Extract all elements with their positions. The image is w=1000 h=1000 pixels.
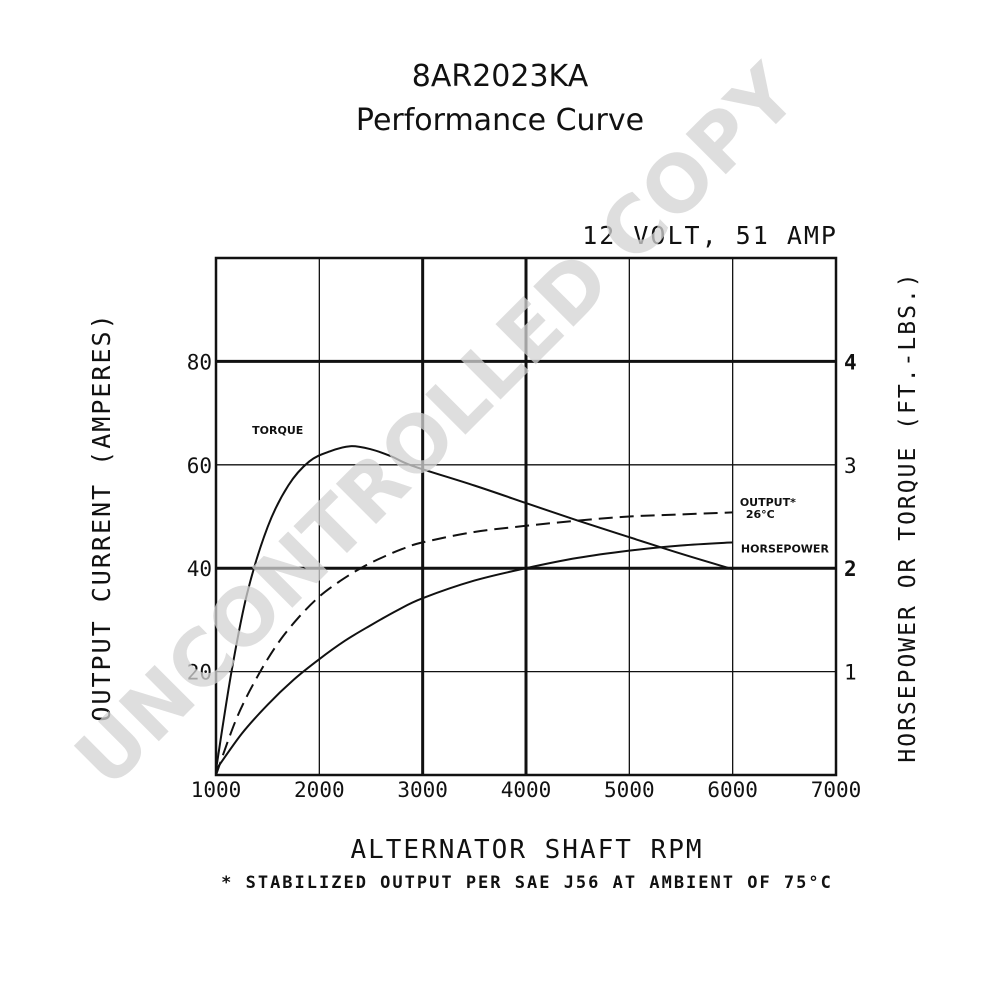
x-tick-label-3000: 3000 bbox=[397, 778, 448, 802]
x-tick-label-5000: 5000 bbox=[604, 778, 655, 802]
series-layer bbox=[215, 445, 733, 776]
y2-tick-label-3: 3 bbox=[844, 454, 857, 478]
tick-layer: 1000 2000 3000 4000 5000 6000 7000 20 40 60 80 1 2 3 4 bbox=[187, 350, 862, 802]
y2-tick-label-2: 2 bbox=[844, 557, 857, 581]
chart-title: 8AR2023KA bbox=[412, 59, 589, 94]
series-labels: TORQUE OUTPUT*26°C HORSEPOWER bbox=[252, 424, 829, 556]
rating-label: 12 VOLT, 51 AMP bbox=[582, 221, 838, 250]
x-tick-label-1000: 1000 bbox=[191, 778, 242, 802]
x-tick-label-6000: 6000 bbox=[707, 778, 758, 802]
series-line-output-26-c bbox=[215, 511, 733, 776]
y2-tick-label-1: 1 bbox=[844, 661, 857, 685]
x-tick-label-7000: 7000 bbox=[811, 778, 862, 802]
y-tick-label-40: 40 bbox=[187, 557, 212, 581]
series-label-torque: TORQUE bbox=[252, 424, 303, 437]
x-tick-label-2000: 2000 bbox=[294, 778, 345, 802]
y-tick-label-80: 80 bbox=[187, 350, 212, 374]
y-tick-label-60: 60 bbox=[187, 454, 212, 478]
y-tick-label-20: 20 bbox=[187, 661, 212, 685]
watermark: UNCONTROLLED COPY bbox=[59, 48, 816, 805]
y-axis-label: OUTPUT CURRENT (AMPERES) bbox=[87, 312, 116, 721]
series-line-horsepower bbox=[215, 541, 733, 771]
series-label-output-26-c: OUTPUT* bbox=[740, 496, 796, 509]
y2-tick-label-4: 4 bbox=[844, 350, 857, 374]
x-axis-label: ALTERNATOR SHAFT RPM bbox=[350, 835, 703, 865]
series-line-torque bbox=[215, 445, 733, 770]
x-tick-label-4000: 4000 bbox=[501, 778, 552, 802]
plot-frame bbox=[214, 256, 838, 777]
footnote: * STABILIZED OUTPUT PER SAE J56 AT AMBIE… bbox=[221, 873, 833, 893]
series-label-horsepower: HORSEPOWER bbox=[741, 543, 830, 556]
chart-subtitle: Performance Curve bbox=[356, 103, 644, 138]
plot-border bbox=[214, 256, 838, 777]
y2-axis-label: HORSEPOWER OR TORQUE (FT.-LBS.) bbox=[895, 271, 921, 762]
series-label-output-26-c-line2: 26°C bbox=[746, 508, 775, 521]
